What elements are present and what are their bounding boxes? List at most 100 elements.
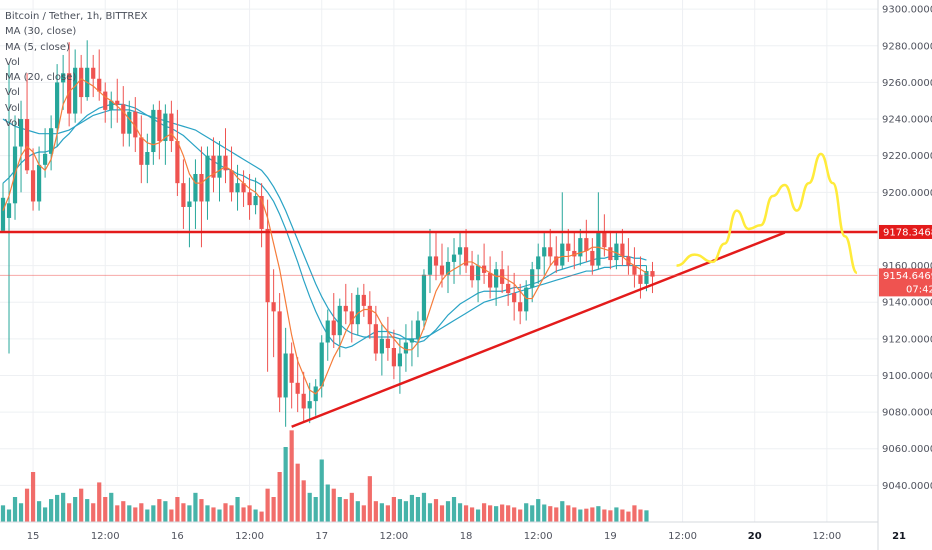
volume-bar: [151, 505, 156, 522]
legend-indicator-ma20[interactable]: MA (20, close): [5, 72, 77, 84]
candle-body: [79, 67, 84, 98]
candle-body: [109, 100, 114, 110]
candle-body: [475, 265, 481, 281]
candle-body: [632, 265, 637, 275]
candle-body: [253, 195, 258, 206]
candle-body: [494, 269, 499, 288]
candle-body: [403, 342, 409, 354]
moving-averages: [2, 103, 647, 349]
volume-bar: [55, 494, 60, 522]
x-tick-label: 20: [748, 531, 762, 542]
legend-indicator-vol[interactable]: Vol: [5, 102, 20, 114]
volume-bar: [379, 503, 384, 522]
volume-bar: [259, 511, 264, 522]
candle-body: [319, 342, 324, 387]
candle-body: [217, 155, 222, 178]
y-tick-label: 9220.00000: [882, 151, 932, 162]
legend-indicator-ma5[interactable]: MA (5, close): [5, 41, 70, 53]
candle-body: [121, 104, 126, 134]
volume-bar: [79, 488, 84, 522]
x-tick-label: 17: [315, 531, 328, 542]
volume-bars: [0, 430, 649, 522]
volume-bar: [307, 492, 312, 522]
volume-bar: [578, 509, 583, 522]
y-tick-label: 9240.00000: [882, 115, 932, 126]
volume-bar: [494, 506, 499, 522]
volume-bar: [73, 497, 78, 522]
volume-bar: [385, 505, 390, 522]
x-tick-label: 16: [171, 531, 184, 542]
y-tick-label: 9080.00000: [882, 408, 932, 419]
ma-long-line: [2, 109, 647, 340]
candle-body: [554, 256, 559, 266]
last-price-tag-bg: [879, 268, 932, 297]
candle-body: [415, 320, 421, 339]
candle-body: [367, 305, 372, 325]
volume-bar: [217, 509, 222, 522]
volume-bar: [530, 505, 535, 522]
volume-bar: [265, 488, 270, 522]
legend-symbol[interactable]: Bitcoin / Tether, 1h, BITTREX: [5, 11, 148, 22]
candle-body: [325, 320, 330, 343]
volume-bar: [187, 505, 192, 522]
volume-bar: [445, 501, 451, 522]
volume-bar: [241, 507, 246, 522]
volume-bar: [488, 505, 493, 522]
candle-body: [265, 228, 270, 303]
volume-bar: [283, 447, 288, 522]
volume-bar: [42, 507, 48, 522]
candle-body: [24, 119, 30, 171]
volume-bar: [49, 499, 54, 522]
volume-bar: [6, 509, 12, 522]
volume-bar: [403, 501, 409, 522]
candle-body: [229, 170, 234, 193]
volume-bar: [181, 503, 186, 522]
volume-bar: [289, 430, 294, 522]
candle-body: [638, 274, 643, 284]
volume-bar: [253, 509, 258, 522]
volume-bar: [572, 507, 577, 522]
candle-body: [61, 73, 66, 83]
legend-indicator-vol[interactable]: Vol: [5, 56, 20, 68]
y-tick-label: 9140.00000: [882, 298, 932, 309]
candle-body: [187, 201, 192, 207]
volume-bar: [319, 459, 324, 522]
candle-body: [590, 250, 595, 266]
candle-body: [397, 353, 403, 367]
volume-bar: [626, 511, 631, 522]
volume-bar: [223, 503, 228, 522]
volume-bar: [331, 488, 336, 522]
legend-indicator-ma30[interactable]: MA (30, close): [5, 26, 77, 38]
candle-body: [391, 348, 396, 367]
volume-bar: [199, 499, 204, 522]
candle-body: [157, 109, 162, 142]
volume-bar: [463, 505, 469, 522]
candle-body: [343, 305, 348, 312]
candle-body: [421, 274, 427, 321]
volume-bar: [506, 505, 511, 522]
candle-body: [379, 338, 384, 354]
volume-bar: [235, 497, 240, 522]
candle-body: [644, 271, 649, 284]
candle-body: [223, 155, 228, 171]
candle-body: [560, 243, 565, 266]
volume-bar: [205, 505, 210, 522]
candle-body: [307, 401, 312, 409]
candle-body: [361, 294, 366, 306]
volume-bar: [277, 472, 282, 522]
candle-body: [536, 256, 541, 270]
candle-body: [49, 128, 54, 154]
candle-body: [97, 78, 102, 92]
candle-body: [451, 254, 457, 262]
legend-indicator-vol[interactable]: Vol: [5, 118, 20, 130]
volume-bar: [608, 510, 613, 522]
candle-body: [614, 243, 619, 261]
y-tick-label: 9280.00000: [882, 41, 932, 52]
legend-indicator-vol[interactable]: Vol: [5, 87, 20, 99]
candle-body: [355, 294, 360, 325]
volume-bar: [145, 509, 150, 522]
x-tick-label: 12:00: [524, 531, 553, 542]
candle-body: [18, 119, 24, 147]
